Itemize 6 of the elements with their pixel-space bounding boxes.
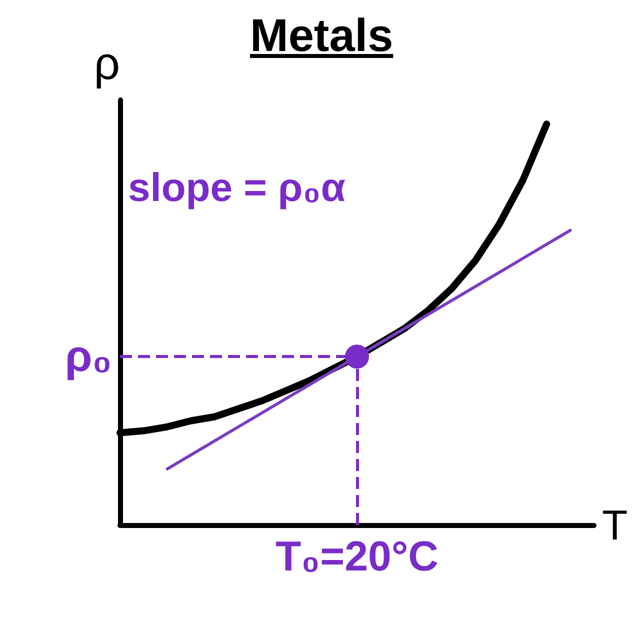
y-axis-title: ρ xyxy=(94,37,120,89)
text: T₀=20°C xyxy=(276,532,438,580)
ref-line-label: ρ₀ xyxy=(64,332,112,382)
annotation: slope = ρ₀α xyxy=(128,166,346,210)
chart-title: Metals xyxy=(250,8,394,62)
x-axis-title: T xyxy=(602,502,628,548)
